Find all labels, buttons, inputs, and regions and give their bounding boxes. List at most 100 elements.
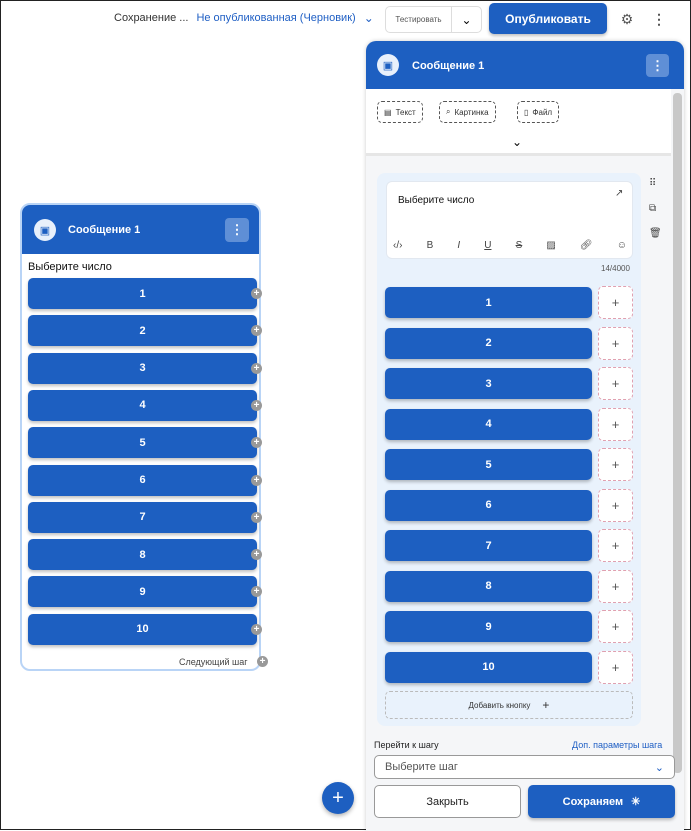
extra-params-link[interactable]: Доп. параметры шага	[572, 740, 663, 750]
next-step-connector-icon[interactable]: +	[257, 656, 268, 667]
chip-label: Текст	[395, 107, 416, 117]
version-status-dropdown[interactable]: Не опубликованная (Черновик)	[196, 12, 356, 24]
message-block: Выберите число ↗ ‹/› B I U S ▨ 🔗︎ ☺ 14/4…	[377, 173, 641, 726]
add-button-action-icon[interactable]: +	[598, 367, 633, 400]
button-connector-icon[interactable]: +	[251, 474, 262, 486]
message-icon: ▣	[377, 54, 399, 76]
char-counter: 14/4000	[601, 264, 630, 273]
step-select[interactable]: Выберите шаг ⌄	[374, 755, 675, 779]
editor-button-7[interactable]: 7	[385, 530, 592, 561]
editor-button-8[interactable]: 8	[385, 570, 592, 602]
message-icon: ▣	[34, 219, 56, 241]
button-connector-icon[interactable]: +	[251, 586, 262, 598]
editor-button-9[interactable]: 9	[385, 611, 592, 642]
node-button-3[interactable]: 3	[28, 352, 257, 384]
bold-icon[interactable]: B	[426, 240, 434, 251]
test-dropdown-chevron-icon[interactable]: ⌄	[451, 7, 481, 32]
chip-label: Картинка	[454, 107, 489, 117]
copy-icon[interactable]: ⧉	[649, 203, 657, 214]
add-button-action-icon[interactable]: +	[598, 610, 633, 643]
editor-button-6[interactable]: 6	[385, 489, 592, 521]
trash-icon[interactable]: 🗑︎	[649, 228, 662, 239]
add-button-action-icon[interactable]: +	[598, 407, 633, 441]
spoiler-icon[interactable]: ▨	[546, 240, 556, 251]
node-message-text: Выберите число	[28, 261, 112, 273]
button-connector-icon[interactable]: +	[251, 325, 262, 337]
add-text-chip[interactable]: ▤ Текст	[377, 101, 423, 123]
editor-button-1[interactable]: 1	[385, 287, 592, 318]
file-icon: ▯	[524, 107, 529, 117]
add-button-action-icon[interactable]: +	[598, 650, 633, 684]
message-editor-panel: ▣ Сообщение 1 ⋮ ▤ Текст ⌕ Картинка ▯ Файл ⌄…	[366, 41, 684, 831]
add-button-action-icon[interactable]: +	[598, 326, 633, 360]
node-button-8[interactable]: 8	[28, 539, 257, 571]
add-node-fab[interactable]: +	[322, 782, 354, 814]
button-connector-icon[interactable]: +	[251, 623, 262, 635]
saving-status: Сохранение ...	[114, 12, 189, 24]
chevron-down-icon: ⌄	[654, 761, 664, 774]
node-button-5[interactable]: 5	[28, 427, 257, 459]
add-file-chip[interactable]: ▯ Файл	[517, 101, 560, 123]
image-icon: ⌕	[446, 107, 451, 116]
add-button-label: Добавить кнопку	[468, 700, 531, 710]
code-icon[interactable]: ‹/›	[393, 240, 403, 251]
node-menu-button[interactable]: ⋮	[225, 218, 249, 242]
editor-header: ▣ Сообщение 1 ⋮	[366, 41, 684, 89]
editor-menu-button[interactable]: ⋮	[646, 54, 669, 77]
node-button-6[interactable]: 6	[28, 464, 257, 496]
underline-icon[interactable]: U	[484, 240, 492, 251]
chip-label: Файл	[532, 107, 553, 117]
editor-button-5[interactable]: 5	[385, 449, 592, 480]
add-button-action-icon[interactable]: +	[598, 286, 633, 319]
editor-button-10[interactable]: 10	[385, 651, 592, 683]
expand-chevron-icon[interactable]: ⌄	[512, 135, 523, 149]
button-connector-icon[interactable]: +	[251, 288, 262, 299]
message-node-card[interactable]: ▣ Сообщение 1 ⋮ Выберите число 1 +2 +3 +4 +5…	[20, 203, 268, 671]
editor-button-4[interactable]: 4	[385, 408, 592, 440]
editor-button-3[interactable]: 3	[385, 368, 592, 399]
add-button[interactable]: Добавить кнопку +	[385, 691, 633, 719]
scrollbar-thumb[interactable]	[673, 93, 682, 773]
close-button[interactable]: Закрыть	[374, 785, 521, 818]
node-button-4[interactable]: 4	[28, 389, 257, 421]
button-connector-icon[interactable]: +	[251, 549, 262, 561]
node-button-9[interactable]: 9	[28, 576, 257, 608]
strikethrough-icon[interactable]: S	[515, 240, 523, 251]
button-connector-icon[interactable]: +	[251, 437, 262, 449]
test-button[interactable]: Тестировать	[395, 15, 442, 24]
drag-handle-icon[interactable]: ⠿	[649, 178, 657, 189]
gear-icon[interactable]: ⚙	[620, 10, 634, 27]
text-icon: ▤	[384, 107, 392, 117]
node-header: ▣ Сообщение 1 ⋮	[22, 205, 259, 254]
button-connector-icon[interactable]: +	[251, 399, 262, 411]
emoji-icon[interactable]: ☺	[616, 240, 627, 251]
add-button-action-icon[interactable]: +	[598, 448, 633, 481]
add-image-chip[interactable]: ⌕ Картинка	[439, 101, 496, 123]
save-button[interactable]: Сохраняем ✳	[528, 785, 675, 818]
spinner-icon: ✳	[631, 796, 641, 808]
node-button-1[interactable]: 1	[28, 278, 257, 309]
button-connector-icon[interactable]: +	[251, 362, 262, 374]
editor-title: Сообщение 1	[412, 60, 485, 72]
italic-icon[interactable]: I	[457, 240, 461, 251]
topbar-status: Сохранение ... Не опубликованная (Чернов…	[114, 11, 374, 25]
message-text-editor[interactable]: Выберите число ↗ ‹/› B I U S ▨ 🔗︎ ☺	[386, 181, 633, 259]
node-button-10[interactable]: 10	[28, 613, 257, 645]
publish-button[interactable]: Опубликовать	[489, 3, 607, 34]
message-text: Выберите число	[398, 195, 475, 206]
chevron-down-icon[interactable]: ⌄	[363, 11, 374, 25]
node-button-2[interactable]: 2	[28, 315, 257, 347]
add-button-action-icon[interactable]: +	[598, 488, 633, 522]
expand-external-icon[interactable]: ↗	[615, 188, 624, 199]
add-button-action-icon[interactable]: +	[598, 529, 633, 562]
plus-icon: +	[542, 698, 550, 712]
goto-step-label: Перейти к шагу	[374, 740, 439, 750]
link-icon[interactable]: 🔗︎	[579, 240, 593, 251]
add-button-action-icon[interactable]: +	[598, 569, 633, 603]
editor-button-2[interactable]: 2	[385, 327, 592, 359]
node-button-7[interactable]: 7	[28, 501, 257, 533]
step-select-placeholder: Выберите шаг	[385, 761, 458, 773]
next-step-label: Следующий шаг	[179, 657, 248, 667]
more-vertical-icon[interactable]: ⋮	[652, 10, 666, 27]
button-connector-icon[interactable]: +	[251, 511, 262, 523]
